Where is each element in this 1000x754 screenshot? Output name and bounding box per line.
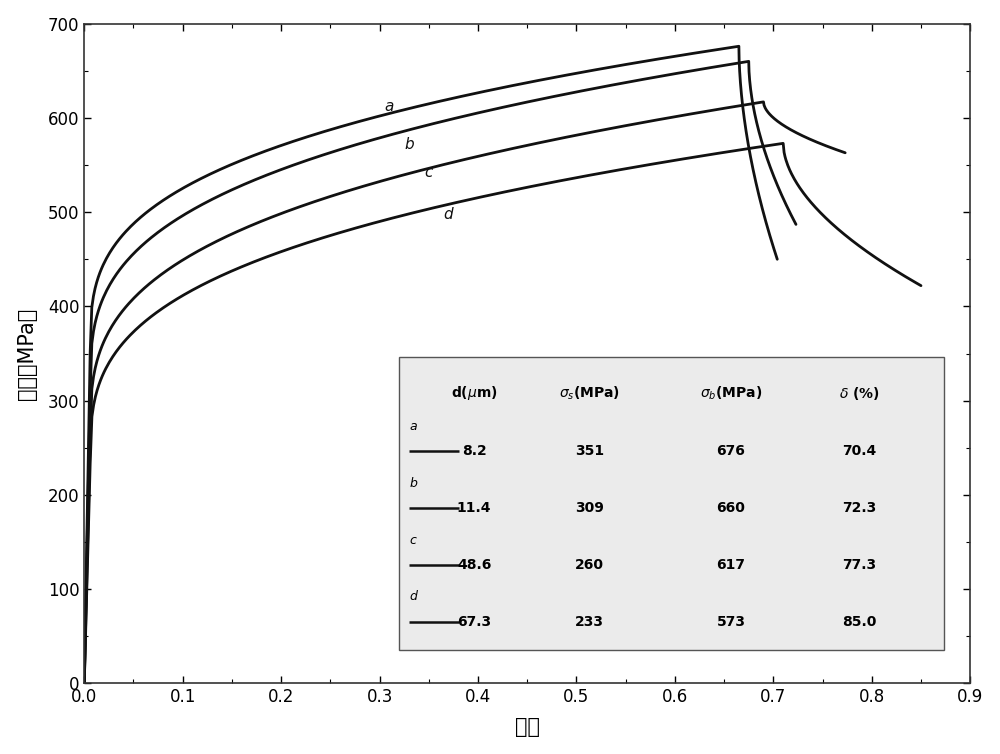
Text: 351: 351 (575, 444, 604, 458)
Text: 72.3: 72.3 (842, 501, 877, 515)
Text: 77.3: 77.3 (842, 558, 877, 572)
Text: $\delta$ (%): $\delta$ (%) (839, 385, 880, 402)
Text: a: a (385, 99, 394, 114)
Text: 309: 309 (575, 501, 604, 515)
Y-axis label: 应力（MPa）: 应力（MPa） (17, 308, 37, 400)
Text: 48.6: 48.6 (457, 558, 491, 572)
X-axis label: 应变: 应变 (515, 717, 540, 737)
Text: 233: 233 (575, 615, 604, 629)
Text: 573: 573 (717, 615, 746, 629)
Text: 85.0: 85.0 (842, 615, 877, 629)
Text: b: b (404, 136, 414, 152)
Text: c: c (424, 165, 432, 180)
Text: 660: 660 (717, 501, 745, 515)
Text: 70.4: 70.4 (842, 444, 877, 458)
Text: a: a (409, 420, 417, 433)
Text: $\sigma_b$(MPa): $\sigma_b$(MPa) (700, 385, 762, 402)
Text: b: b (409, 477, 417, 489)
Text: 260: 260 (575, 558, 604, 572)
Text: 67.3: 67.3 (457, 615, 491, 629)
Text: $\sigma_s$(MPa): $\sigma_s$(MPa) (559, 385, 620, 402)
Text: 617: 617 (717, 558, 746, 572)
Text: c: c (409, 534, 416, 547)
Text: 11.4: 11.4 (457, 501, 491, 515)
Text: d: d (409, 590, 417, 603)
FancyBboxPatch shape (399, 357, 944, 651)
Text: 676: 676 (717, 444, 745, 458)
Text: d: d (444, 207, 453, 222)
Text: d($\mu$m): d($\mu$m) (451, 384, 497, 402)
Text: 8.2: 8.2 (462, 444, 486, 458)
